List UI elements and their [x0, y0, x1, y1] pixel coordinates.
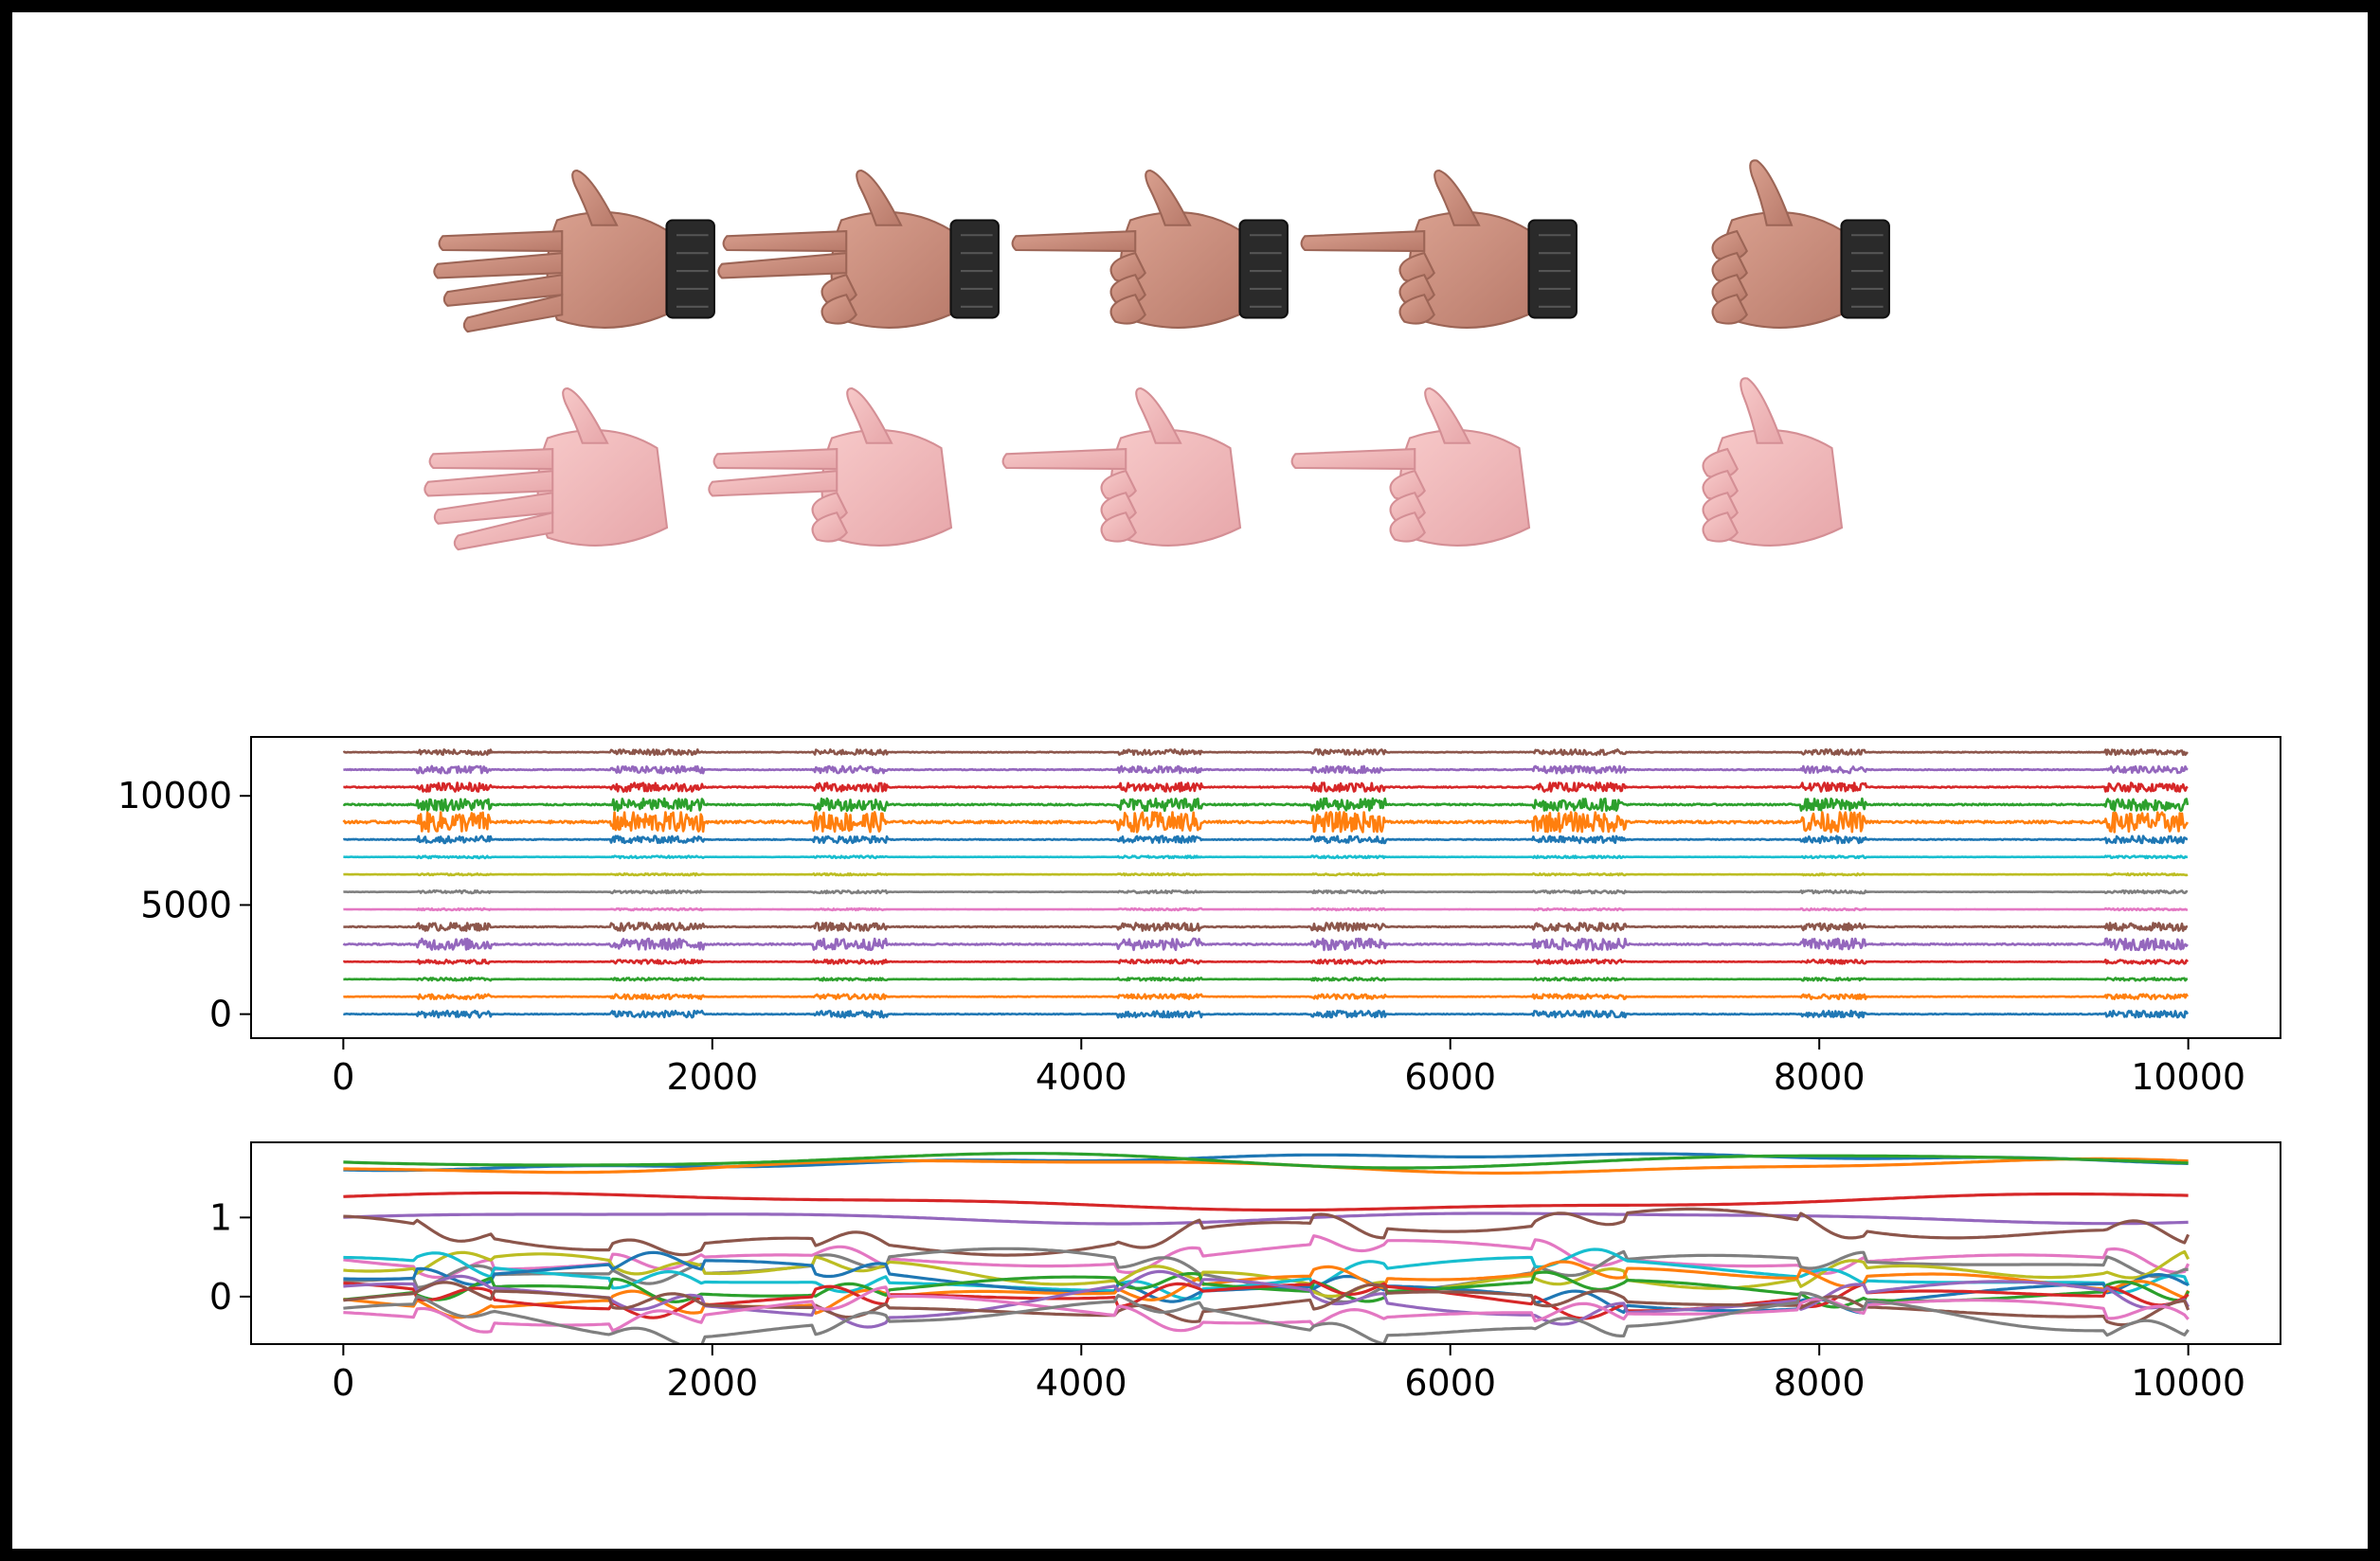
emg-x-tick-label: 8000: [1774, 1056, 1866, 1098]
emg-channel-line: [342, 748, 2189, 757]
sensor-band: [665, 219, 715, 319]
hand-render: [424, 386, 669, 551]
hand-render: [1290, 386, 1531, 547]
joint-angle-chart: 0 2000 4000 6000 8000 10000 0 1: [209, 1141, 2281, 1404]
angle-y-tick-label: 1: [209, 1196, 232, 1238]
emg-channel-line: [342, 811, 2190, 834]
joint-angle-line: [343, 1211, 2189, 1226]
angle-y-tick-label: 0: [209, 1276, 232, 1318]
emg-channel-line: [342, 937, 2189, 952]
angle-x-tick-label: 2000: [666, 1362, 758, 1404]
joint-angle-chart-frame: [250, 1141, 2281, 1345]
emg-x-tick-label: 6000: [1404, 1056, 1496, 1098]
joint-angle-line: [343, 1291, 2190, 1344]
emg-chart-frame: [250, 736, 2281, 1039]
emg-channel-line: [343, 977, 2189, 982]
joint-angle-line: [343, 1191, 2189, 1212]
sensor-band: [1840, 219, 1890, 319]
emg-x-tick-label: 2000: [666, 1056, 758, 1098]
angle-x-tick-label: 0: [332, 1362, 354, 1404]
angle-x-tick-label: 10000: [2131, 1362, 2245, 1404]
angle-x-tick-label: 8000: [1774, 1362, 1866, 1404]
angle-x-tick-label: 4000: [1036, 1362, 1127, 1404]
emg-channel-line: [343, 993, 2190, 1000]
emg-channel-line: [343, 854, 2189, 860]
hand-photo: [1711, 159, 1890, 329]
hand-photo: [1011, 169, 1289, 329]
emg-channel-line: [342, 959, 2189, 965]
hand-photo: [717, 169, 1000, 329]
hand-render: [708, 386, 953, 547]
joint-angle-line: [343, 1234, 2191, 1280]
emg-x-tick-label: 0: [332, 1056, 354, 1098]
emg-x-tick-label: 10000: [2131, 1056, 2245, 1098]
emg-channel-line: [343, 764, 2189, 775]
emg-channel-line: [342, 834, 2189, 845]
emg-channel-line: [343, 1009, 2190, 1019]
sensor-band: [949, 219, 1000, 319]
joint-angle-line: [343, 1269, 2191, 1329]
joint-angle-line: [343, 1207, 2191, 1257]
emg-y-tick-label: 5000: [140, 884, 232, 925]
emg-channel-line: [343, 872, 2189, 877]
sensor-band: [1238, 219, 1289, 319]
emg-x-tick-label: 4000: [1036, 1056, 1127, 1098]
joint-angle-line: [343, 1270, 2191, 1309]
emg-y-tick-label: 0: [209, 994, 232, 1035]
hand-photo: [433, 169, 715, 333]
emg-channel-line: [343, 906, 2189, 912]
joint-angle-line: [343, 1281, 2191, 1327]
emg-chart: 0 2000 4000 6000 8000 10000 0 5000 10000: [117, 736, 2281, 1098]
hand-gesture-illustrations: [424, 159, 1890, 551]
sensor-band: [1527, 219, 1578, 319]
angle-x-tick-label: 6000: [1404, 1362, 1496, 1404]
hand-render: [1001, 386, 1242, 547]
emg-channel-line: [342, 797, 2190, 813]
emg-channel-line: [343, 922, 2189, 932]
joint-angle-line: [343, 1152, 2189, 1170]
hand-render: [1702, 377, 1844, 547]
emg-channel-line: [343, 888, 2189, 895]
hand-photo: [1300, 169, 1578, 329]
emg-channel-line: [343, 781, 2189, 793]
emg-y-tick-label: 10000: [117, 775, 232, 816]
